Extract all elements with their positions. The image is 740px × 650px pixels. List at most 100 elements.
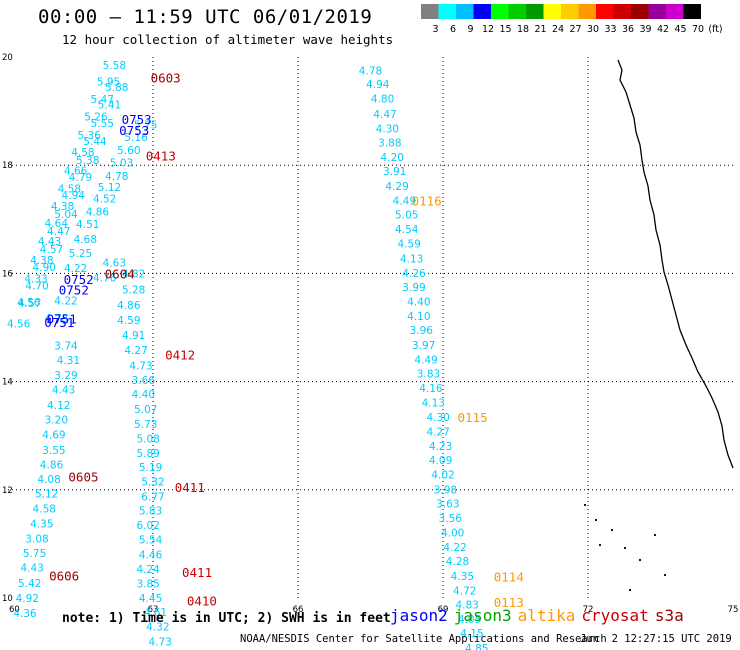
wave-height-value: 4.32: [146, 622, 169, 634]
color-scale-label: 33: [604, 24, 616, 35]
wave-height-value: 4.73: [149, 636, 172, 648]
wave-height-value: 3.20: [45, 414, 68, 426]
wave-height-value: 4.59: [117, 315, 140, 327]
wave-height-value: 5.12: [35, 489, 58, 501]
wave-height-value: 5.75: [23, 548, 46, 560]
wave-height-value: 4.24: [136, 564, 160, 576]
lon-tick-label: 69: [438, 605, 449, 615]
satellite-legend-jason3: jason3: [453, 606, 512, 625]
lon-tick-label: 66: [293, 605, 304, 615]
wave-height-value: 5.36: [78, 130, 102, 142]
pass-time-label: 0751: [47, 311, 77, 326]
lat-tick-label: 12: [2, 486, 13, 496]
wave-height-value: 4.58: [33, 504, 56, 516]
wave-height-value: 5.95: [97, 76, 120, 88]
wave-height-value: 5.58: [103, 60, 126, 72]
wave-height-value: 6.77: [141, 491, 164, 503]
pass-time-label: 0604: [105, 266, 135, 281]
map-grid: [8, 57, 733, 598]
pass-time-label: 0114: [494, 569, 524, 584]
wave-height-value: 4.13: [400, 253, 423, 265]
wave-height-value: 5.55: [91, 118, 114, 130]
wave-height-value: 4.76: [93, 273, 117, 285]
credit-timestamp: Jun 2 12:27:15 UTC 2019: [580, 633, 732, 645]
wave-height-value: 4.73: [129, 360, 152, 372]
wave-height-value: 5.07: [134, 404, 157, 416]
color-scale-label: 15: [499, 24, 511, 35]
wave-height-value: 4.15: [460, 628, 483, 640]
wave-height-value: 5.41: [98, 100, 121, 112]
wave-height-value: 5.26: [84, 112, 108, 124]
color-scale-label: 9: [467, 24, 473, 35]
pass-time-label: 0413: [146, 148, 176, 163]
wave-height-value: 4.90: [33, 262, 56, 274]
pass-time-label: 0411: [182, 565, 212, 580]
wave-height-value: 4.56: [7, 319, 31, 331]
wave-height-value: 4.86: [86, 207, 110, 219]
color-scale-swatch: [578, 4, 596, 19]
wave-height-value: 3.91: [383, 166, 406, 178]
wave-height-values: 4.56 4.56 4.33 4.38 4.43 4.64 4.38 4.58 4.66 4.58…: [7, 60, 489, 650]
wave-height-value: 3.98: [434, 484, 457, 496]
pass-time-label: 0410: [187, 594, 217, 609]
wave-height-value: 3.99: [402, 282, 425, 294]
wave-height-value: 4.91: [122, 330, 145, 342]
wave-height-value: 3.66: [132, 375, 156, 387]
wave-height-value: 4.57: [18, 298, 41, 310]
page-subtitle: 12 hour collection of altimeter wave hei…: [62, 32, 394, 47]
color-scale-swatch: [526, 4, 544, 19]
wave-height-value: 4.00: [441, 528, 464, 540]
color-scale-swatch: [666, 4, 684, 19]
wave-height-value: 4.35: [451, 571, 474, 583]
wave-height-value: 4.02: [431, 470, 454, 482]
wave-height-value: 4.05: [458, 614, 481, 626]
wave-height-value: 5.38: [76, 155, 99, 167]
wave-height-value: 4.56: [17, 297, 41, 309]
color-scale-label: 27: [569, 24, 581, 35]
wave-height-value: 4.36: [13, 608, 37, 620]
color-scale-label: 36: [622, 24, 634, 35]
lat-tick-label: 14: [2, 378, 13, 388]
color-scale-swatch: [508, 4, 526, 19]
wave-height-value: 4.49: [393, 195, 416, 207]
wave-height-value: 4.70: [25, 280, 48, 292]
credit-text: NOAA/NESDIS Center for Satellite Applica…: [240, 633, 607, 645]
wave-height-value: 4.85: [465, 643, 488, 650]
wave-height-value: 3.83: [417, 368, 440, 380]
pass-time-label: 0753: [122, 112, 152, 127]
wave-height-value: 4.30: [376, 123, 399, 135]
wave-height-value: 4.43: [52, 385, 75, 397]
wave-height-value: 4.58: [71, 147, 94, 159]
wave-height-value: 5.32: [141, 477, 164, 489]
wave-height-value: 4.46: [139, 550, 163, 562]
wave-height-value: 4.40: [132, 389, 155, 401]
wave-height-value: 4.20: [381, 152, 404, 164]
wave-height-value: 4.43: [38, 236, 61, 248]
wave-height-value: 4.92: [16, 593, 39, 605]
wave-height-value: 4.94: [62, 190, 86, 202]
pass-time-label: 0411: [175, 480, 205, 495]
lon-tick-label: 75: [728, 605, 739, 615]
wave-height-value: 4.09: [429, 455, 452, 467]
wave-height-value: 4.27: [124, 345, 147, 357]
wave-height-value: 4.78: [359, 66, 382, 78]
wave-height-value: 4.52: [93, 194, 116, 206]
wave-height-value: 4.22: [64, 263, 87, 275]
wave-height-value: 4.23: [429, 441, 452, 453]
color-scale-label: 24: [552, 24, 564, 35]
wave-height-value: 4.82: [122, 268, 145, 280]
wave-height-value: 4.51: [76, 219, 99, 231]
wave-height-value: 3.97: [412, 340, 435, 352]
wave-height-value: 4.58: [58, 183, 81, 195]
color-scale-label: 21: [534, 24, 546, 35]
color-scale-swatch: [561, 4, 579, 19]
wave-height-value: 4.72: [453, 585, 476, 597]
satellite-legend-altika: altika: [517, 606, 576, 625]
wave-height-value: 3.08: [25, 533, 48, 545]
wave-height-value: 5.19: [139, 462, 162, 474]
wave-height-value: 4.80: [371, 94, 394, 106]
island-mark: [653, 533, 657, 537]
color-scale-swatch: [683, 4, 701, 19]
wave-height-value: 4.69: [42, 430, 65, 442]
